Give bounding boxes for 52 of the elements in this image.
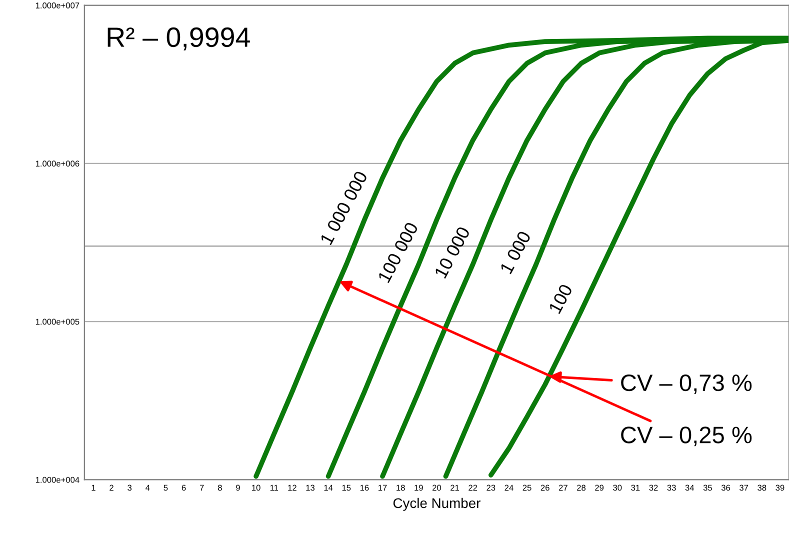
x-tick-label: 38 <box>758 484 766 491</box>
x-tick-label: 17 <box>378 484 387 491</box>
annotation: CV – 0,73 % <box>621 374 752 394</box>
x-tick-label: 19 <box>414 484 423 491</box>
x-tick-label: 9 <box>236 484 240 491</box>
x-tick-label: 1 <box>92 484 96 491</box>
x-tick-label: 31 <box>631 484 640 491</box>
x-tick-label: 27 <box>558 484 568 491</box>
x-tick-label: 37 <box>740 484 748 491</box>
x-tick-label: 13 <box>306 484 315 491</box>
x-tick-label: 20 <box>432 484 442 491</box>
y-tick-label: 1.000e+004 <box>36 476 80 483</box>
text: 100 <box>548 283 573 314</box>
x-tick-label: 30 <box>613 484 622 491</box>
x-tick-label: 24 <box>504 484 514 491</box>
x-tick-label: 5 <box>164 484 168 491</box>
x-tick-label: 15 <box>342 484 351 491</box>
y-tick-label: 1.000e+006 <box>36 160 80 167</box>
x-tick-label: 10 <box>252 484 260 491</box>
x-tick-label: 7 <box>200 484 204 491</box>
x-tick-label: 34 <box>685 484 694 491</box>
x-tick-label: 4 <box>146 484 150 491</box>
x-tick-label: 21 <box>450 484 460 491</box>
x-tick-label: 12 <box>288 484 296 491</box>
x-tick-label: 2 <box>110 484 114 491</box>
text: 100 000 <box>378 221 418 284</box>
x-tick-label: 16 <box>360 484 369 491</box>
x-axis-title: Cycle Number <box>393 498 480 511</box>
x-tick-label: 3 <box>128 484 132 491</box>
x-tick-label: 36 <box>721 484 730 491</box>
annotation: CV – 0,25 % <box>621 426 752 446</box>
x-tick-label: 33 <box>667 484 676 491</box>
text: 1 000 000 <box>320 170 368 246</box>
x-tick-label: 18 <box>396 484 405 491</box>
x-tick-label: 23 <box>486 484 496 491</box>
x-tick-label: 39 <box>776 484 784 491</box>
x-tick-label: 35 <box>703 484 712 491</box>
y-tick-label: 1.000e+007 <box>36 2 80 8</box>
annotation: R² – 0,9994 <box>108 27 250 50</box>
x-tick-label: 11 <box>270 484 278 491</box>
y-tick-label: 1.000e+005 <box>36 318 80 325</box>
x-tick-label: 26 <box>540 484 550 491</box>
x-tick-label: 6 <box>182 484 186 491</box>
text: 1 000 <box>500 230 532 274</box>
x-tick-label: 29 <box>595 484 604 491</box>
x-tick-label: 28 <box>577 484 586 491</box>
x-tick-label: 14 <box>324 484 333 491</box>
x-tick-label: 22 <box>468 484 478 491</box>
text: 10 000 <box>434 226 470 279</box>
x-tick-label: 32 <box>649 484 658 491</box>
x-tick-label: 8 <box>218 484 222 491</box>
x-tick-label: 25 <box>522 484 532 491</box>
